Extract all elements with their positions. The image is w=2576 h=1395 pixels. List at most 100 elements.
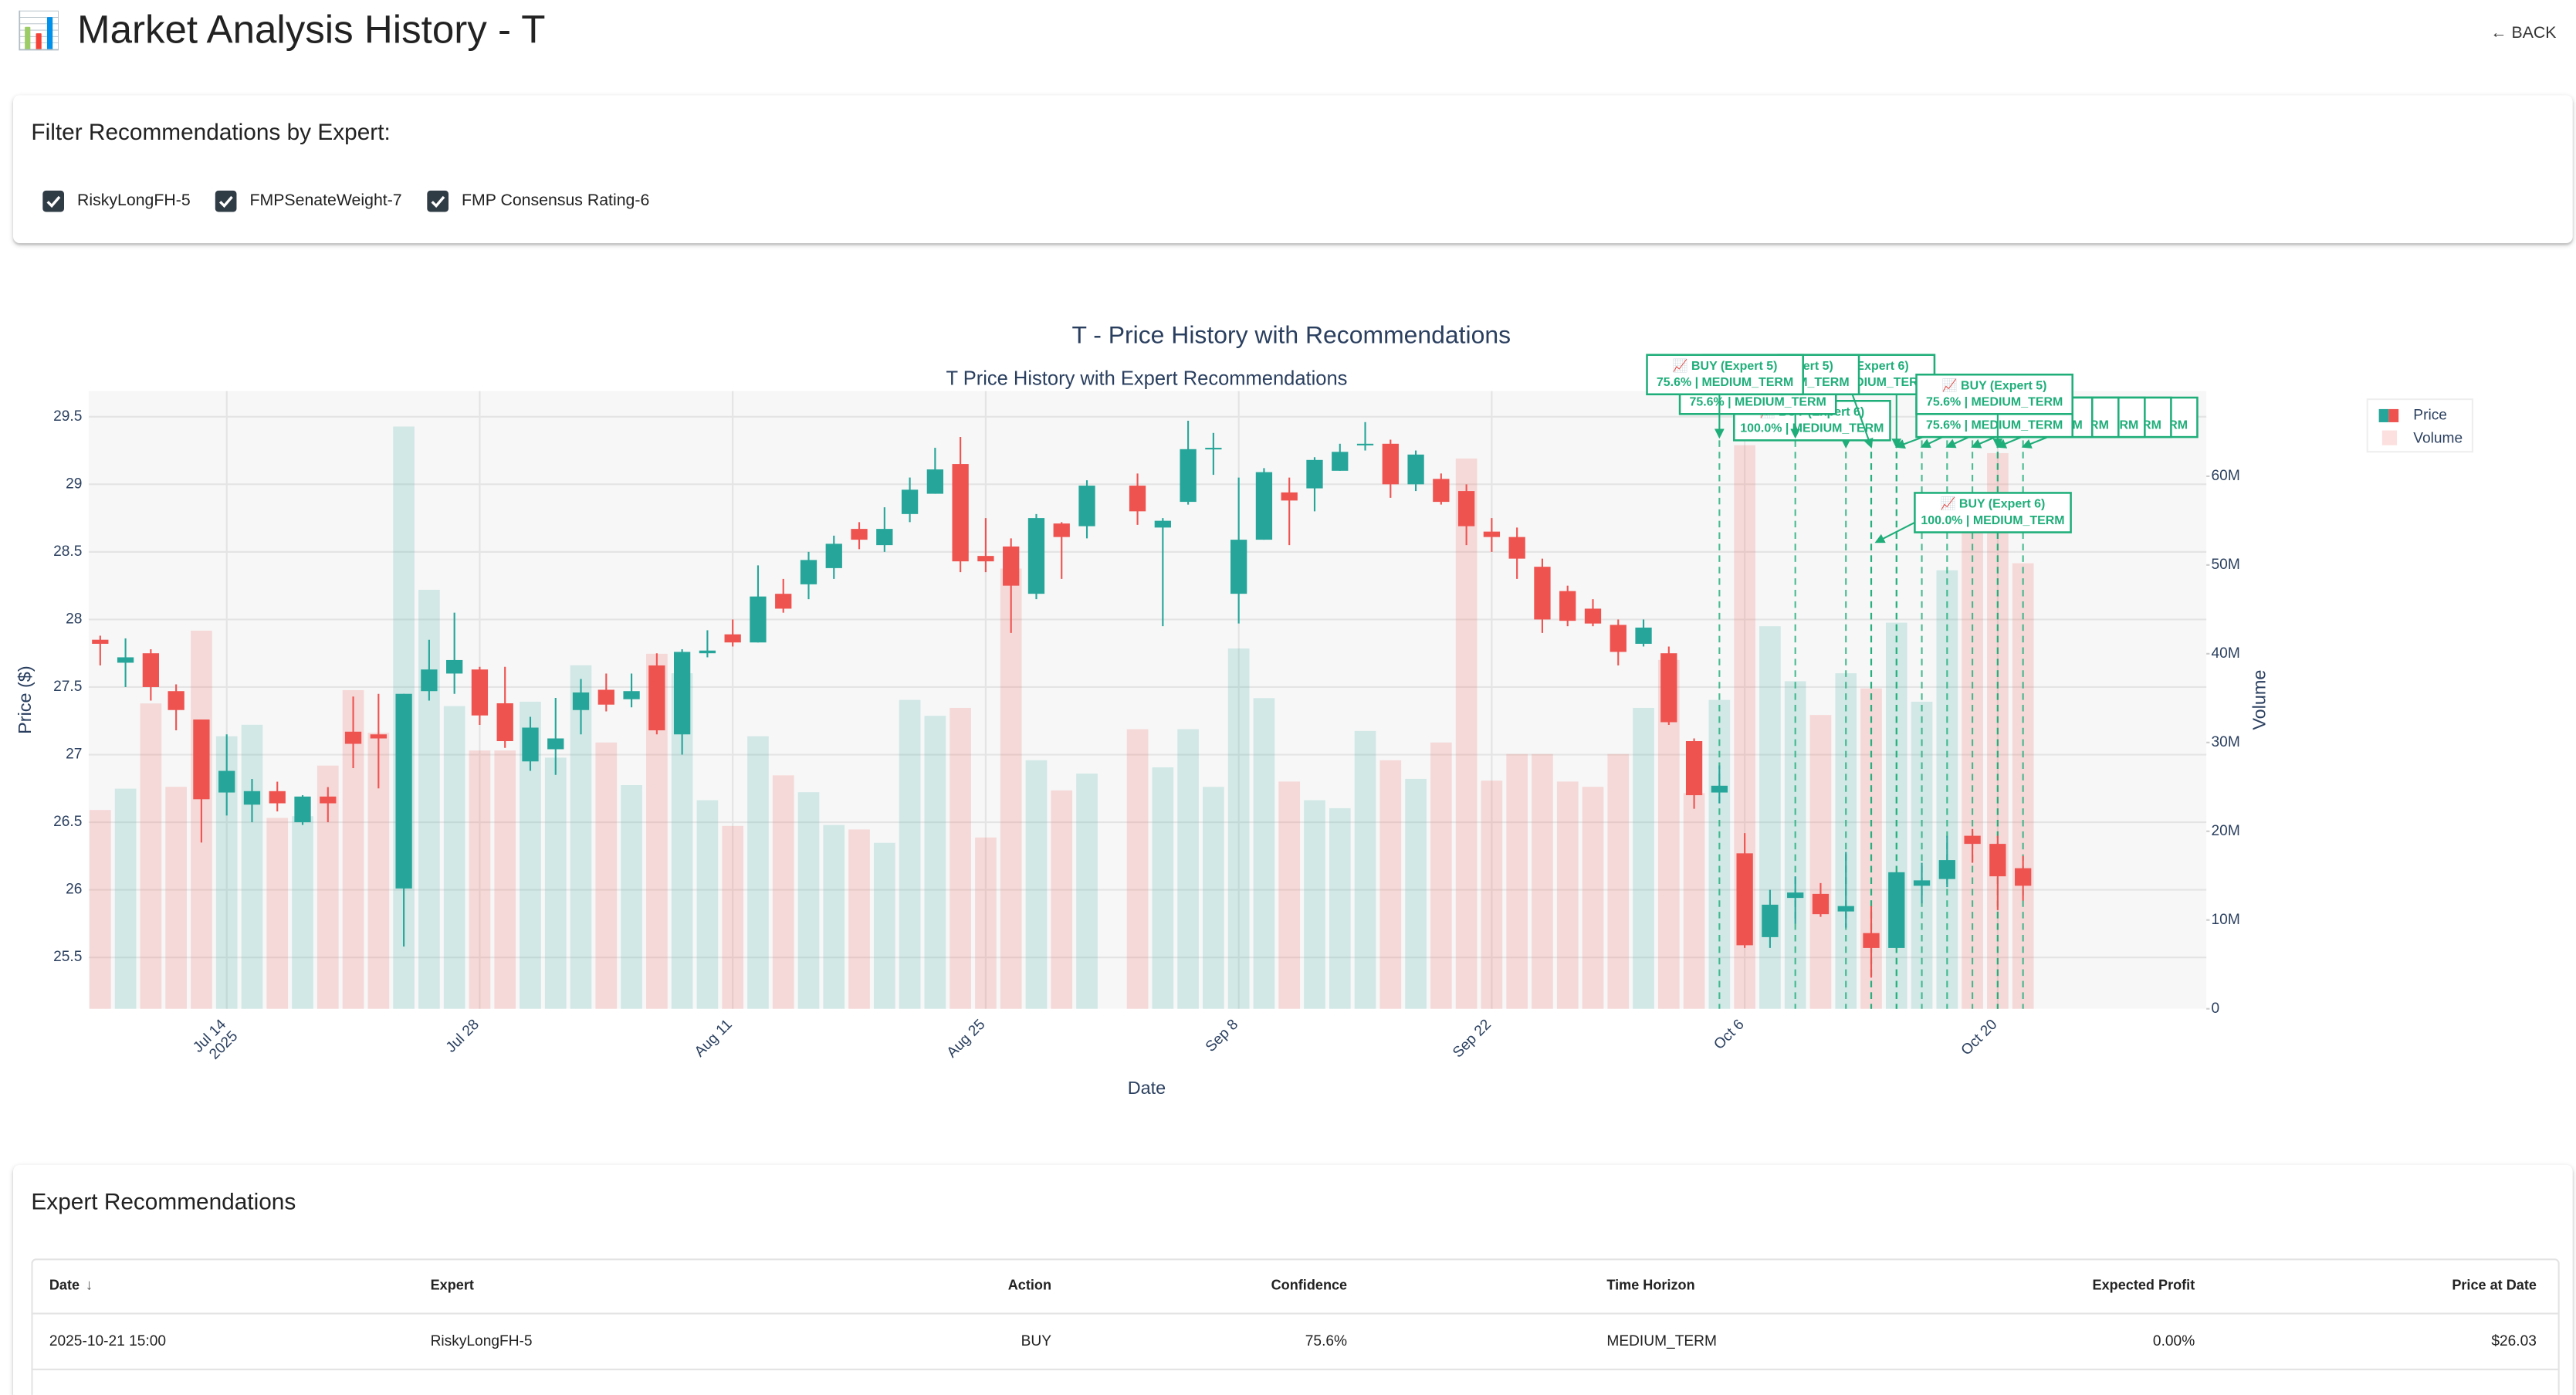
volume-bar (1025, 760, 1048, 1009)
column-header: Time Horizon (1606, 1276, 1695, 1293)
column-header[interactable]: Date (49, 1276, 80, 1293)
row-divider (31, 1368, 2558, 1370)
x-axis-title: Date (1128, 1078, 1166, 1098)
candle-body (1154, 520, 1171, 528)
y-tick-label: 25.5 (53, 949, 82, 965)
candle-body (800, 560, 817, 584)
annotation-arrow (1945, 436, 1970, 449)
volume-bar (772, 775, 794, 1009)
y2-tick-label: 10M (2212, 912, 2240, 928)
x-tick-label: Sep 22 (1450, 1017, 1494, 1061)
candle-body (1938, 860, 1955, 879)
checkbox[interactable] (42, 190, 64, 212)
candle-body (496, 703, 513, 742)
volume-bar (1278, 781, 1301, 1009)
candle-body (977, 556, 994, 562)
volume-bar (1532, 753, 1553, 1009)
annotation-arrow (1971, 436, 1996, 449)
x-tick-label: Jul 28 (443, 1017, 482, 1056)
chart-title: T - Price History with Recommendations (1071, 321, 1511, 349)
candle-body (1863, 933, 1880, 948)
table-cell: BUY (1021, 1332, 1052, 1349)
candle-body (572, 692, 590, 710)
chart-subtitle: T Price History with Expert Recommendati… (946, 367, 1348, 389)
volume-bar (544, 757, 567, 1009)
volume-bar (494, 750, 516, 1009)
volume-bar (1051, 790, 1073, 1009)
annotation-text: 📈 BUY (Expert 5) (1942, 378, 2047, 392)
candle-body (269, 791, 286, 804)
volume-bar (1405, 778, 1427, 1009)
candle-body (1356, 443, 1374, 445)
candle-body (370, 734, 387, 739)
candle-body (117, 657, 134, 663)
table-cell: $26.03 (2491, 1332, 2537, 1349)
header-icon: 📊 (16, 9, 62, 51)
volume-bar (823, 824, 845, 1009)
x-tick-label: Sep 8 (1203, 1017, 1241, 1055)
volume-bar (1506, 753, 1528, 1009)
y-tick-label: 29 (66, 476, 82, 492)
volume-bar (469, 750, 491, 1009)
candle-body (446, 659, 463, 674)
candle-body (1964, 835, 1981, 845)
candle-body (1180, 449, 1197, 503)
table-cell: 2025-10-21 15:00 (49, 1332, 167, 1349)
volume-bar (1430, 742, 1452, 1009)
annotation-text: 75.6% | MEDIUM_TERM (1926, 396, 2063, 409)
y2-tick-label: 0 (2212, 1001, 2220, 1017)
candle-body (597, 689, 614, 705)
candle-body (1129, 486, 1146, 512)
y2-tick-label: 20M (2212, 823, 2240, 839)
annotation-text: 100.0% | MEDIUM_TERM (1740, 422, 1884, 435)
checkbox[interactable] (427, 190, 449, 212)
annotation-text: 75.6% | MEDIUM_TERM (1689, 396, 1826, 409)
volume-bar (696, 800, 719, 1009)
x-tick-label: Aug 11 (692, 1017, 736, 1061)
candle-body (1382, 443, 1399, 485)
sort-icon[interactable]: ↓ (85, 1276, 93, 1293)
candle-body (320, 796, 337, 804)
candle-body (1660, 653, 1677, 723)
checkbox-label[interactable]: FMP Consensus Rating-6 (462, 191, 650, 211)
page-title: Market Analysis History - T (77, 8, 546, 53)
candle-body (1762, 904, 1779, 937)
annotation-text: 100.0% | MEDIUM_TERM (1921, 514, 2064, 527)
volume-bar (266, 818, 289, 1009)
y2-tick-label: 50M (2212, 557, 2240, 573)
filter-title: Filter Recommendations by Expert: (31, 118, 391, 145)
volume-bar (1683, 793, 1705, 1009)
volume-bar (1253, 698, 1275, 1009)
table-cell: MEDIUM_TERM (1606, 1332, 1717, 1349)
volume-bar (1582, 787, 1604, 1009)
table-cell: 75.6% (1305, 1332, 1348, 1349)
candle-body (1685, 741, 1703, 796)
volume-bar (1227, 648, 1250, 1009)
candle-body (1407, 454, 1424, 485)
legend-swatch (2388, 408, 2399, 422)
candle-body (623, 691, 640, 699)
candle-body (522, 727, 539, 762)
checkbox-label[interactable]: RiskyLongFH-5 (77, 191, 191, 211)
chart: T - Price History with Recommendations T… (15, 321, 2473, 1098)
candle-body (724, 634, 741, 643)
checkbox[interactable] (215, 190, 237, 212)
volume-bar (1809, 715, 1832, 1009)
candle-body (421, 669, 438, 692)
volume-bar (1759, 626, 1781, 1009)
volume-bar (1152, 767, 1174, 1009)
back-button[interactable]: ← BACK (2490, 24, 2557, 43)
candle-body (1078, 486, 1095, 527)
candle-body (1610, 625, 1627, 652)
annotation-arrow (1920, 436, 1944, 449)
candle-body (1230, 540, 1247, 594)
candle-body (1989, 844, 2006, 877)
volume-bar (1203, 787, 1224, 1009)
volume-bar (114, 788, 137, 1009)
candle-body (1508, 537, 1525, 559)
checkbox-label[interactable]: FMPSenateWeight-7 (249, 191, 402, 211)
y-tick-label: 27.5 (53, 679, 82, 695)
volume-bar (848, 829, 870, 1009)
volume-bar (89, 810, 111, 1009)
